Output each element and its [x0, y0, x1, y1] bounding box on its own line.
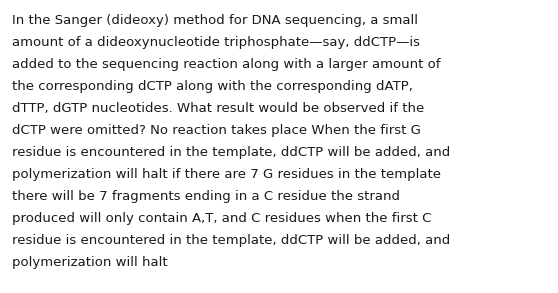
Text: dTTP, dGTP nucleotides. What result would be observed if the: dTTP, dGTP nucleotides. What result woul… [12, 102, 424, 115]
Text: the corresponding dCTP along with the corresponding dATP,: the corresponding dCTP along with the co… [12, 80, 413, 93]
Text: residue is encountered in the template, ddCTP will be added, and: residue is encountered in the template, … [12, 234, 450, 247]
Text: In the Sanger (dideoxy) method for DNA sequencing, a small: In the Sanger (dideoxy) method for DNA s… [12, 14, 418, 27]
Text: polymerization will halt if there are 7 G residues in the template: polymerization will halt if there are 7 … [12, 168, 441, 181]
Text: residue is encountered in the template, ddCTP will be added, and: residue is encountered in the template, … [12, 146, 450, 159]
Text: polymerization will halt: polymerization will halt [12, 256, 167, 269]
Text: amount of a dideoxynucleotide triphosphate—say, ddCTP—is: amount of a dideoxynucleotide triphospha… [12, 36, 420, 49]
Text: dCTP were omitted? No reaction takes place When the first G: dCTP were omitted? No reaction takes pla… [12, 124, 421, 137]
Text: produced will only contain A,T, and C residues when the first C: produced will only contain A,T, and C re… [12, 212, 431, 225]
Text: there will be 7 fragments ending in a C residue the strand: there will be 7 fragments ending in a C … [12, 190, 400, 203]
Text: added to the sequencing reaction along with a larger amount of: added to the sequencing reaction along w… [12, 58, 440, 71]
